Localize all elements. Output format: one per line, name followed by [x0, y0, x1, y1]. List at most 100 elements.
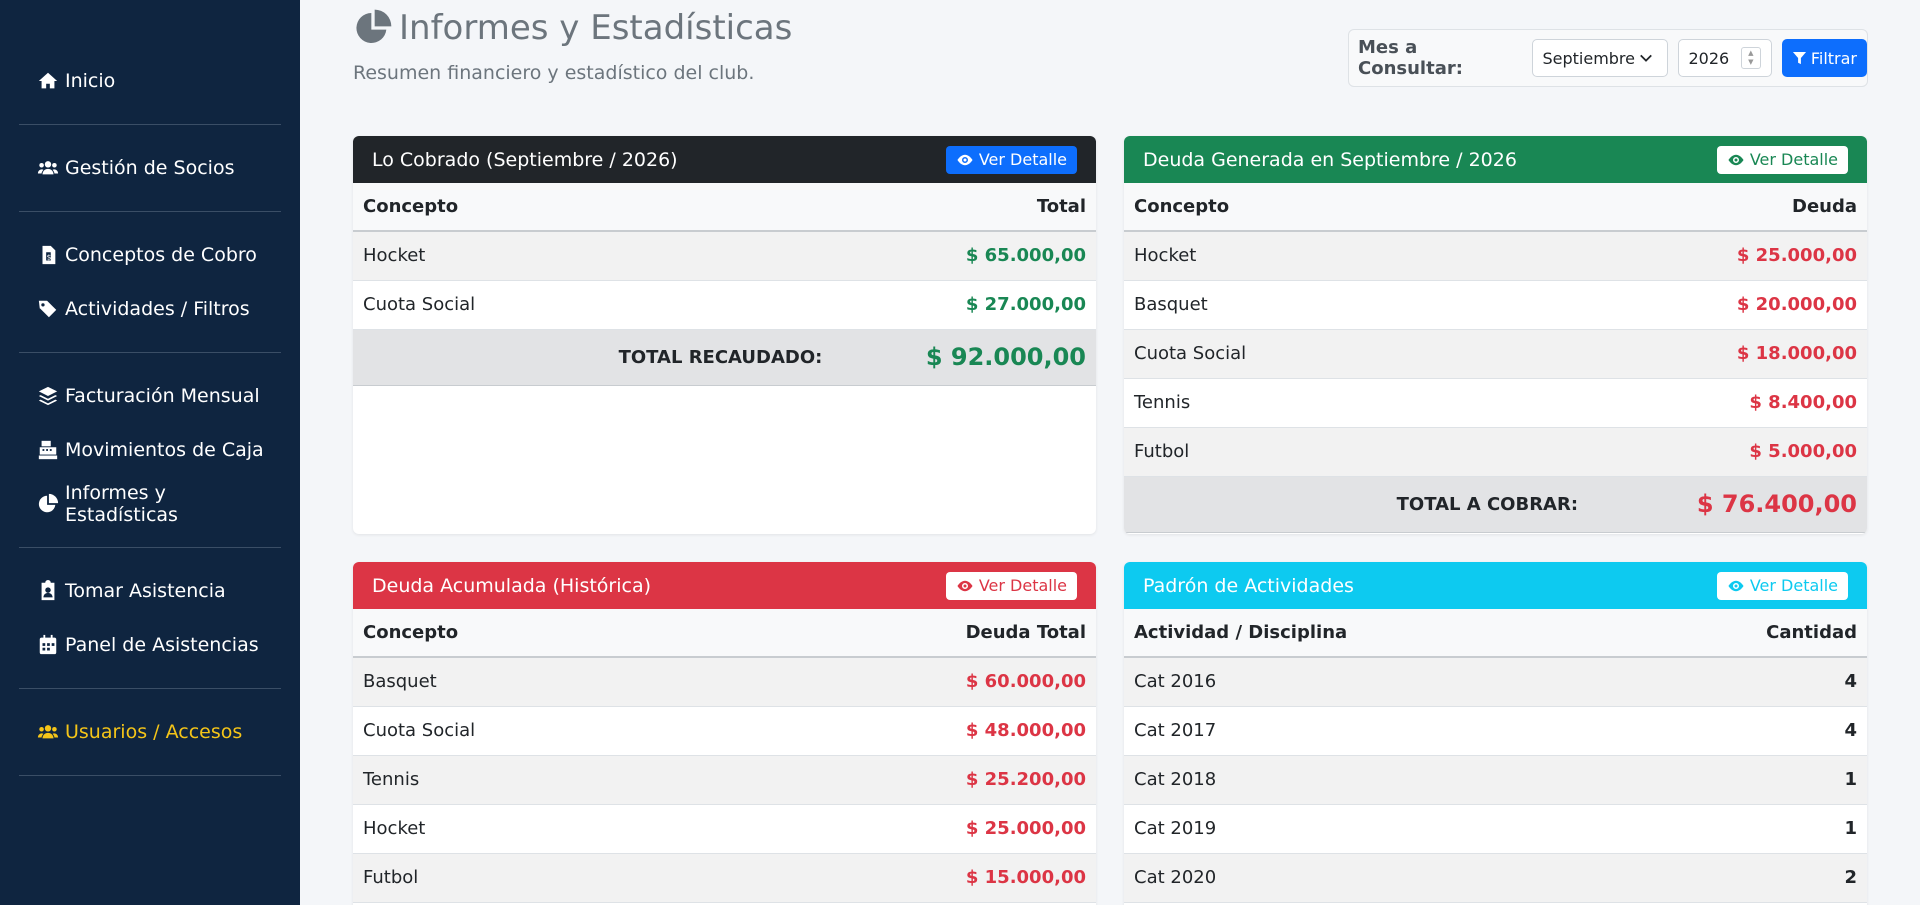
eye-icon — [1728, 580, 1744, 591]
sidebar-item-label: Conceptos de Cobro — [65, 244, 257, 266]
home-icon — [38, 72, 58, 89]
sidebar-item-label: Inicio — [65, 70, 116, 92]
table-row: Cuota Social $ 18.000,00 — [1124, 329, 1867, 379]
table-row: Basquet $ 20.000,00 — [1124, 280, 1867, 330]
row-concept: Cat 2016 — [1124, 657, 1628, 707]
column-header: Deuda — [1640, 183, 1867, 232]
row-concept: Basquet — [353, 657, 714, 707]
ver-detalle-label: Ver Detalle — [978, 576, 1067, 595]
pie-chart-icon — [38, 493, 59, 513]
table-row: Cat 2017 4 — [1124, 706, 1867, 756]
cobrado-table: Concepto Total Hocket $ 65.000,00 Cuota … — [353, 183, 1096, 386]
ver-detalle-button[interactable]: Ver Detalle — [1716, 145, 1848, 174]
users-cog-icon — [37, 725, 59, 739]
row-concept: Tennis — [353, 755, 714, 805]
row-concept: Hocket — [1124, 231, 1641, 281]
card-padron-actividades: Padrón de Actividades Ver Detalle Activi… — [1124, 562, 1867, 905]
row-concept: Cat 2020 — [1124, 853, 1628, 903]
table-row: Futbol $ 15.000,00 — [353, 853, 1096, 903]
sidebar-item-gestion-socios[interactable]: Gestión de Socios — [19, 141, 281, 195]
table-header-row: Concepto Deuda — [1124, 183, 1867, 232]
sidebar-item-label: Usuarios / Accesos — [65, 721, 243, 743]
row-value: $ 65.000,00 — [877, 231, 1096, 281]
tags-icon — [38, 300, 57, 318]
row-concept: Futbol — [1124, 427, 1641, 477]
nav-group-facturacion: Facturación Mensual Movimientos de Caja … — [19, 353, 281, 548]
table-row: Hocket $ 25.000,00 — [353, 804, 1096, 854]
card-deuda-generada: Deuda Generada en Septiembre / 2026 Ver … — [1124, 136, 1867, 534]
sidebar-item-tomar-asistencia[interactable]: Tomar Asistencia — [19, 564, 281, 618]
sidebar-item-movimientos-caja[interactable]: Movimientos de Caja — [19, 423, 281, 477]
row-value: $ 5.000,00 — [1640, 427, 1867, 477]
filter-button-label: Filtrar — [1810, 48, 1857, 68]
sidebar-item-usuarios[interactable]: Usuarios / Accesos — [19, 705, 281, 759]
row-concept: Cuota Social — [1124, 329, 1641, 379]
row-value: 4 — [1627, 706, 1867, 756]
month-select-value: Septiembre — [1542, 48, 1635, 68]
ver-detalle-label: Ver Detalle — [978, 150, 1067, 169]
sidebar-item-panel-asistencias[interactable]: Panel de Asistencias — [19, 618, 281, 672]
sidebar-item-conceptos-cobro[interactable]: $ Conceptos de Cobro — [19, 228, 281, 282]
filter-bar: Mes a Consultar: Septiembre 2026 ▲ ▼ Filt… — [1348, 29, 1868, 87]
table-row: Cat 2019 1 — [1124, 804, 1867, 854]
sidebar-item-label: Movimientos de Caja — [65, 439, 264, 461]
main-content: Informes y Estadísticas Resumen financie… — [300, 0, 1920, 905]
table-row: Tennis $ 25.200,00 — [353, 755, 1096, 805]
total-value: $ 76.400,00 — [1640, 476, 1867, 533]
table-row: Cuota Social $ 48.000,00 — [353, 706, 1096, 756]
table-row: Cuota Social $ 27.000,00 — [353, 280, 1096, 330]
sidebar-item-inicio[interactable]: Inicio — [19, 54, 281, 108]
row-concept: Cat 2018 — [1124, 755, 1628, 805]
ver-detalle-button[interactable]: Ver Detalle — [945, 145, 1077, 174]
row-concept: Cuota Social — [353, 706, 714, 756]
row-concept: Cat 2017 — [1124, 706, 1628, 756]
row-concept: Hocket — [353, 804, 714, 854]
spinner-up-icon[interactable]: ▲ — [1748, 49, 1754, 57]
deuda-generada-table: Concepto Deuda Hocket $ 25.000,00 Basque… — [1124, 183, 1867, 533]
column-header: Concepto — [353, 183, 878, 232]
card-title: Deuda Acumulada (Histórica) — [372, 574, 652, 597]
row-value: $ 15.000,00 — [713, 853, 1096, 903]
sidebar-item-informes[interactable]: Informes y Estadísticas — [19, 477, 281, 531]
total-label: TOTAL A COBRAR: — [1124, 476, 1641, 533]
total-row: TOTAL RECAUDADO: $ 92.000,00 — [353, 329, 1096, 386]
card-header: Deuda Generada en Septiembre / 2026 Ver … — [1124, 136, 1867, 183]
sidebar-item-facturacion[interactable]: Facturación Mensual — [19, 369, 281, 423]
total-value: $ 92.000,00 — [877, 329, 1096, 386]
table-header-row: Concepto Total — [353, 183, 1096, 232]
table-row: Hocket $ 25.000,00 — [1124, 231, 1867, 281]
year-spinner[interactable]: ▲ ▼ — [1740, 47, 1761, 69]
column-header: Cantidad — [1627, 609, 1867, 658]
row-value: $ 8.400,00 — [1640, 378, 1867, 428]
row-value: $ 27.000,00 — [877, 280, 1096, 330]
ver-detalle-label: Ver Detalle — [1749, 150, 1838, 169]
table-row: Tennis $ 8.400,00 — [1124, 378, 1867, 428]
table-header-row: Actividad / Disciplina Cantidad — [1124, 609, 1867, 658]
spinner-down-icon[interactable]: ▼ — [1748, 58, 1754, 66]
ver-detalle-label: Ver Detalle — [1749, 576, 1838, 595]
column-header: Deuda Total — [713, 609, 1096, 658]
table-row: Cat 2016 4 — [1124, 657, 1867, 707]
column-header: Concepto — [353, 609, 714, 658]
month-select[interactable]: Septiembre — [1532, 39, 1669, 77]
filter-icon — [1792, 51, 1806, 64]
year-input[interactable]: 2026 ▲ ▼ — [1678, 39, 1772, 77]
page-title: Informes y Estadísticas — [353, 8, 792, 48]
row-concept: Tennis — [1124, 378, 1641, 428]
row-value: $ 25.200,00 — [713, 755, 1096, 805]
row-concept: Cat 2019 — [1124, 804, 1628, 854]
table-row: Futbol $ 5.000,00 — [1124, 427, 1867, 477]
row-value: $ 25.000,00 — [1640, 231, 1867, 281]
table-row: Cat 2018 1 — [1124, 755, 1867, 805]
row-value: $ 18.000,00 — [1640, 329, 1867, 379]
row-value: $ 20.000,00 — [1640, 280, 1867, 330]
ver-detalle-button[interactable]: Ver Detalle — [1716, 571, 1848, 600]
cash-register-icon — [38, 440, 58, 460]
svg-text:$: $ — [47, 253, 52, 262]
row-value: $ 25.000,00 — [713, 804, 1096, 854]
card-cobrado: Lo Cobrado (Septiembre / 2026) Ver Detal… — [353, 136, 1096, 534]
sidebar-item-actividades[interactable]: Actividades / Filtros — [19, 282, 281, 336]
users-icon — [37, 161, 59, 175]
filter-button[interactable]: Filtrar — [1781, 39, 1867, 77]
ver-detalle-button[interactable]: Ver Detalle — [945, 571, 1077, 600]
